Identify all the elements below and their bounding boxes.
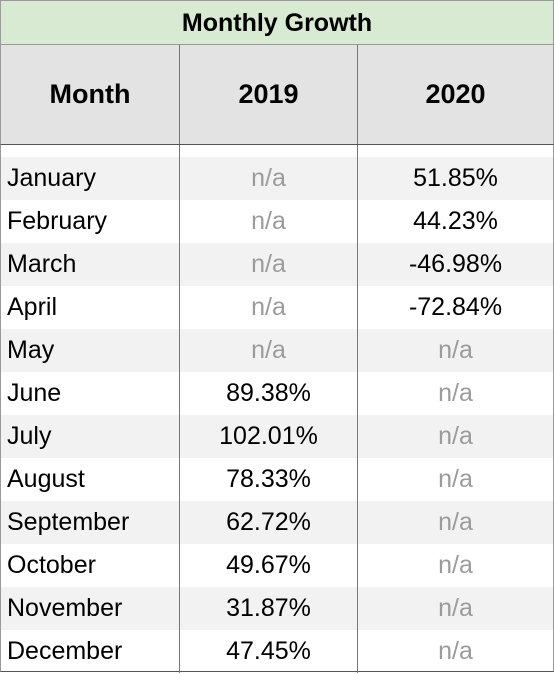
month-cell: July bbox=[1, 415, 180, 458]
table-row: February n/a 44.23% bbox=[1, 200, 553, 243]
value-2020-cell: n/a bbox=[438, 637, 473, 665]
table-row: March n/a -46.98% bbox=[1, 243, 553, 286]
header-month: Month bbox=[1, 45, 180, 144]
value-2019-cell: 49.67% bbox=[180, 544, 358, 587]
value-2019-cell: 62.72% bbox=[180, 501, 358, 544]
table-row: January n/a 51.85% bbox=[1, 157, 553, 200]
table-row: September 62.72% n/a bbox=[1, 501, 553, 544]
value-2019-cell: n/a bbox=[180, 200, 358, 243]
month-cell: September bbox=[1, 501, 180, 544]
value-2020-cell: n/a bbox=[358, 329, 553, 372]
value-2020-cell: -46.98% bbox=[358, 243, 553, 286]
value-2019-cell: n/a bbox=[180, 243, 358, 286]
table-body: January n/a 51.85% February n/a 44.23% March n/… bbox=[0, 145, 554, 673]
value-2019-cell: 47.45% bbox=[180, 630, 358, 673]
table-row: May n/a n/a bbox=[1, 329, 553, 372]
table-row: December 47.45% n/a bbox=[1, 630, 553, 673]
value-2019-cell: 31.87% bbox=[180, 587, 358, 630]
value-2020-cell: n/a bbox=[358, 501, 553, 544]
month-cell: November bbox=[1, 587, 180, 630]
month-cell: June bbox=[1, 372, 180, 415]
month-cell: February bbox=[1, 200, 180, 243]
value-2019-cell: n/a bbox=[180, 157, 358, 200]
table-row: October 49.67% n/a bbox=[1, 544, 553, 587]
month-cell: October bbox=[1, 544, 180, 587]
spacer-row bbox=[1, 145, 553, 157]
month-cell: August bbox=[1, 458, 180, 501]
month-cell: December bbox=[1, 630, 180, 673]
value-2019-cell: n/a bbox=[180, 286, 358, 329]
value-2019-cell: 102.01% bbox=[180, 415, 358, 458]
table-row: August 78.33% n/a bbox=[1, 458, 553, 501]
value-2019-cell: 78.33% bbox=[180, 458, 358, 501]
value-2020-cell: n/a bbox=[358, 587, 553, 630]
month-cell: April bbox=[1, 286, 180, 329]
month-cell: March bbox=[1, 243, 180, 286]
header-2019: 2019 bbox=[180, 45, 358, 144]
value-2020-cell: n/a bbox=[358, 415, 553, 458]
value-2020-cell: 44.23% bbox=[413, 207, 498, 235]
table-title: Monthly Growth bbox=[0, 0, 554, 45]
month-cell: January bbox=[1, 157, 180, 200]
value-2020-cell: 51.85% bbox=[358, 157, 553, 200]
month-cell: May bbox=[1, 329, 180, 372]
value-2020-cell: n/a bbox=[438, 465, 473, 493]
header-row: Month 2019 2020 bbox=[0, 45, 554, 145]
value-2020-cell: n/a bbox=[438, 551, 473, 579]
table-row: November 31.87% n/a bbox=[1, 587, 553, 630]
table-row: July 102.01% n/a bbox=[1, 415, 553, 458]
value-2019-cell: n/a bbox=[180, 329, 358, 372]
value-2019-cell: 89.38% bbox=[180, 372, 358, 415]
header-2020: 2020 bbox=[425, 79, 486, 109]
row-group: January n/a 51.85% February n/a 44.23% March n/… bbox=[1, 157, 553, 673]
table-row: June 89.38% n/a bbox=[1, 372, 553, 415]
value-2020-cell: n/a bbox=[438, 379, 473, 407]
value-2020-cell: -72.84% bbox=[408, 293, 503, 321]
table-row: April n/a -72.84% bbox=[1, 286, 553, 329]
